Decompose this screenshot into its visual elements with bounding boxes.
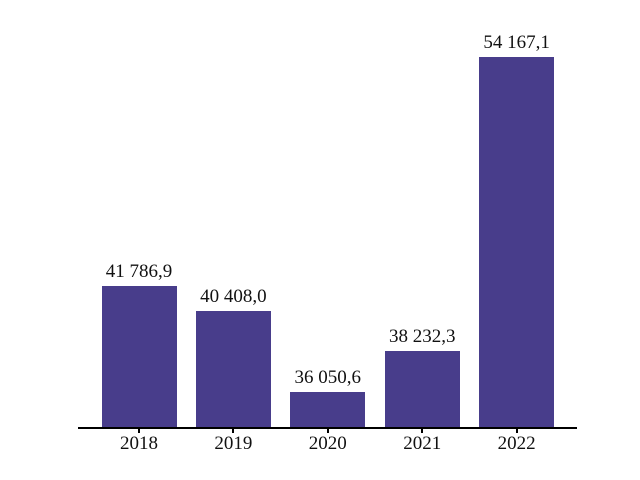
x-tick-label: 2020 [308,433,347,454]
x-axis-tick [326,429,329,433]
bar-2020 [290,392,366,427]
x-axis-tick [138,429,140,433]
bar-2022 [479,57,555,427]
bar-value-label: 54 167,1 [483,32,550,53]
x-axis-line [78,427,577,429]
x-tick-label: 2021 [403,433,442,454]
bar-2021 [384,351,460,427]
x-axis-tick [232,429,235,433]
bar-value-label: 38 232,3 [388,326,456,347]
bar-value-label: 36 050,6 [294,367,362,388]
bar-2018 [101,286,177,427]
bar-value-label: 40 408,0 [200,286,267,307]
bar-value-label: 41 786,9 [105,261,173,282]
x-tick-label: 2022 [497,433,536,454]
x-axis-tick [421,429,424,433]
x-tick-label: 2019 [214,433,253,454]
bar-2019 [195,311,271,427]
x-axis-tick [515,429,518,433]
x-tick-label: 2018 [120,433,158,454]
